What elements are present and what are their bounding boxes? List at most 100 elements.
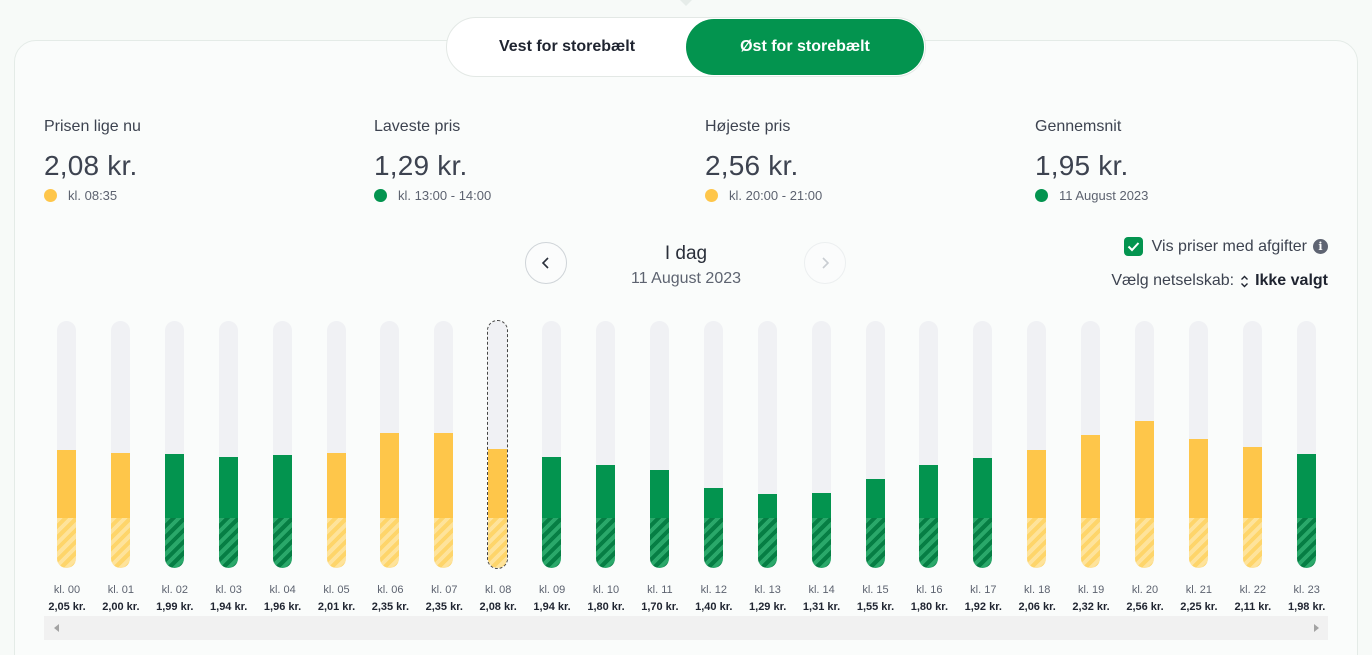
price-bar-fill [811,492,831,518]
chart-scrollbar[interactable] [44,616,1328,640]
price-bar-base [380,518,400,568]
price-bar-base [57,518,76,568]
price-bar-base [865,518,885,568]
stat-value: 2,08 kr. [44,150,138,181]
price-label: 1,31 kr. [802,601,841,613]
hour-label: kl. 04 [269,584,296,596]
vat-toggle-row: Vis priser med afgifter i [1123,237,1328,256]
stat-label: Prisen lige nu [44,118,141,135]
price-bar-track [1081,321,1101,568]
yellow-dot-icon [705,189,718,202]
stat-label: Laveste pris [374,118,461,135]
price-bar-track [1242,321,1262,568]
price-bar-base [596,518,615,568]
vat-checkbox[interactable] [1123,237,1143,256]
price-label: 1,94 kr. [210,601,248,613]
stat-value: 1,29 kr. [374,150,468,181]
previous-day-button[interactable] [525,242,567,284]
price-bar-track [1188,321,1208,568]
hour-label: kl. 23 [1293,584,1320,596]
price-bar-base [164,518,184,568]
price-bar-fill [488,448,508,518]
price-bar-base [649,518,669,568]
scroll-left-arrow-icon[interactable] [48,616,64,640]
price-bar-fill [1188,438,1208,518]
hour-label: kl. 20 [1131,584,1159,596]
price-bar-fill [649,470,669,518]
price-bar-fill [1081,434,1101,518]
hour-label: kl. 08 [485,584,512,596]
price-bar-base [1081,518,1101,568]
price-bar-track [434,321,454,568]
yellow-dot-icon [44,189,57,202]
hour-label: kl. 16 [916,584,943,596]
info-icon[interactable]: i [1313,239,1328,254]
price-bar-base [326,518,346,568]
price-bar-fill [1242,446,1262,518]
price-bar-fill [919,464,939,518]
price-bar-fill [757,493,777,518]
hourly-price-chart: kl. 00 2,05 kr. kl. 01 2,00 kr. kl. 02 1,99 k… [40,320,1330,620]
stat-sub-text: kl. 13:00 - 14:00 [398,188,492,203]
west-region-button[interactable]: Vest for storebælt [498,38,636,55]
price-bar-base [703,518,723,568]
top-notch [680,0,692,6]
price-label: 1,99 kr. [156,601,194,613]
hour-label: kl. 06 [377,584,404,596]
hour-label: kl. 12 [700,584,727,596]
price-bar-base [1027,518,1047,568]
price-bar-base [272,518,292,568]
stat-value: 1,95 kr. [1035,150,1129,181]
stat-average-price: Gennemsnit 1,95 kr. 11 August 2023 [1035,118,1335,203]
price-bar-track [596,321,615,568]
hour-label: kl. 17 [970,584,997,596]
price-label: 2,11 kr. [1234,601,1272,613]
stat-value: 2,56 kr. [705,150,799,181]
price-bar-fill [164,453,184,518]
price-label: 2,35 kr. [371,601,410,613]
price-bar-fill [57,450,76,518]
price-bar-track [811,321,831,568]
price-label: 2,35 kr. [425,601,463,613]
price-bar-fill [973,457,993,518]
price-bar-track [272,321,292,568]
price-bar-fill [434,433,454,518]
price-bar-track [110,321,130,568]
price-bar-track [380,321,400,568]
vat-label[interactable]: Vis priser med afgifter [1151,237,1307,255]
price-label: 1,92 kr. [964,601,1002,613]
stat-sub-text: kl. 20:00 - 21:00 [729,188,823,203]
price-label: 1,40 kr. [695,601,733,613]
price-label: 1,94 kr. [533,601,571,613]
price-label: 1,96 kr. [263,601,302,613]
provider-select-row: Vælg netselskab: Ikke valgt [1111,272,1328,290]
price-bar-fill [596,464,615,518]
price-bar-fill [272,455,292,518]
next-day-button[interactable] [804,242,846,284]
hour-label: kl. 14 [808,584,835,596]
price-bar-base [973,518,993,568]
price-bar-track [1296,321,1316,568]
price-bar-base [218,518,238,568]
price-bar-base [811,518,831,568]
sort-arrows-icon [1241,275,1249,287]
region-toggle: Vest for storebælt Øst for storebælt [446,17,926,77]
price-card [14,40,1358,655]
price-bar-track [218,321,238,568]
price-bar-track [487,320,509,569]
price-bar-fill [542,456,562,518]
price-bar-track [919,321,939,568]
price-bar-base [1296,518,1316,568]
price-label: 2,06 kr. [1018,601,1056,613]
stat-current-price: Prisen lige nu 2,08 kr. kl. 08:35 [44,118,344,203]
price-bar-base [1188,518,1208,568]
scroll-right-arrow-icon[interactable] [1308,616,1324,640]
price-bar-base [1242,518,1262,568]
hour-label: kl. 13 [754,584,781,596]
provider-select[interactable]: Ikke valgt [1240,272,1328,290]
price-bar-track [649,321,669,568]
stat-label: Gennemsnit [1035,118,1122,135]
east-region-button[interactable]: Øst for storebælt [686,19,924,75]
price-label: 1,80 kr. [910,601,949,613]
price-bar-base [434,518,454,568]
